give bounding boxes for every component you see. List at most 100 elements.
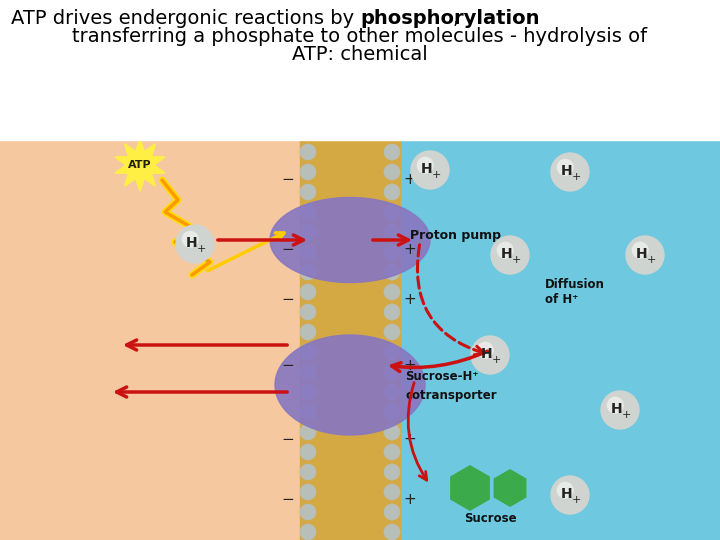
Text: +: + <box>404 172 416 187</box>
Circle shape <box>384 364 400 380</box>
Text: Sucrose: Sucrose <box>464 511 516 524</box>
Text: −: − <box>282 357 294 373</box>
Text: H: H <box>611 402 623 416</box>
Circle shape <box>491 236 529 274</box>
Text: +: + <box>571 172 581 182</box>
Circle shape <box>384 204 400 220</box>
Bar <box>400 140 720 540</box>
Text: +: + <box>491 355 500 365</box>
Text: ATP: ATP <box>128 160 152 170</box>
Circle shape <box>471 336 509 374</box>
Circle shape <box>300 484 316 500</box>
Circle shape <box>300 144 316 160</box>
Text: +: + <box>404 433 416 448</box>
Circle shape <box>300 424 316 440</box>
Circle shape <box>300 264 316 280</box>
Text: H: H <box>561 164 573 178</box>
Circle shape <box>607 397 624 414</box>
Text: H: H <box>481 347 492 361</box>
Circle shape <box>300 404 316 420</box>
Circle shape <box>384 264 400 280</box>
Text: +: + <box>511 255 521 265</box>
Text: +: + <box>647 255 656 265</box>
Circle shape <box>384 184 400 200</box>
Circle shape <box>181 231 199 248</box>
Circle shape <box>384 504 400 520</box>
Circle shape <box>557 482 574 499</box>
Circle shape <box>300 364 316 380</box>
Text: −: − <box>282 293 294 307</box>
Circle shape <box>384 304 400 320</box>
Circle shape <box>300 244 316 260</box>
Text: +: + <box>404 293 416 307</box>
Text: ATP: chemical: ATP: chemical <box>292 44 428 64</box>
Circle shape <box>384 284 400 300</box>
Circle shape <box>384 164 400 180</box>
Text: +: + <box>431 170 441 180</box>
Circle shape <box>384 404 400 420</box>
Circle shape <box>384 224 400 240</box>
Text: ATP drives endergonic reactions by: ATP drives endergonic reactions by <box>11 9 360 28</box>
Circle shape <box>384 424 400 440</box>
Text: Proton pump: Proton pump <box>410 228 501 241</box>
Text: −: − <box>282 172 294 187</box>
Circle shape <box>300 504 316 520</box>
Text: Diffusion
of H⁺: Diffusion of H⁺ <box>545 278 605 306</box>
Circle shape <box>300 324 316 340</box>
Bar <box>300 140 400 540</box>
Circle shape <box>384 464 400 480</box>
Circle shape <box>497 242 514 259</box>
Circle shape <box>551 476 589 514</box>
Text: −: − <box>282 492 294 508</box>
Text: +: + <box>404 242 416 258</box>
Text: cotransporter: cotransporter <box>405 388 497 402</box>
Polygon shape <box>115 139 165 191</box>
Ellipse shape <box>275 335 425 435</box>
Circle shape <box>631 242 649 259</box>
Circle shape <box>300 164 316 180</box>
Circle shape <box>384 384 400 400</box>
Circle shape <box>176 225 214 263</box>
Circle shape <box>417 157 433 174</box>
Text: H: H <box>186 236 198 250</box>
Circle shape <box>477 342 494 359</box>
Text: H: H <box>636 247 648 261</box>
Text: +: + <box>197 244 206 254</box>
Text: ,: , <box>453 9 459 28</box>
Circle shape <box>601 391 639 429</box>
Circle shape <box>300 524 316 540</box>
Bar <box>0 140 300 540</box>
Bar <box>0 0 720 140</box>
Circle shape <box>300 464 316 480</box>
Circle shape <box>384 484 400 500</box>
Text: +: + <box>571 495 581 505</box>
Circle shape <box>384 144 400 160</box>
Polygon shape <box>451 466 489 510</box>
Text: +: + <box>404 357 416 373</box>
Circle shape <box>384 524 400 540</box>
Circle shape <box>300 284 316 300</box>
Circle shape <box>300 304 316 320</box>
Circle shape <box>626 236 664 274</box>
Circle shape <box>384 324 400 340</box>
Circle shape <box>300 384 316 400</box>
Circle shape <box>300 224 316 240</box>
Circle shape <box>300 204 316 220</box>
Circle shape <box>551 153 589 191</box>
Circle shape <box>300 444 316 460</box>
Text: phosphorylation: phosphorylation <box>360 9 539 28</box>
Ellipse shape <box>270 198 430 282</box>
Text: H: H <box>501 247 513 261</box>
Text: −: − <box>282 433 294 448</box>
Text: Sucrose-H⁺: Sucrose-H⁺ <box>405 370 479 383</box>
Circle shape <box>384 444 400 460</box>
Text: H: H <box>561 487 573 501</box>
Circle shape <box>384 344 400 360</box>
Text: −: − <box>282 242 294 258</box>
Circle shape <box>384 244 400 260</box>
Text: +: + <box>404 492 416 508</box>
Text: transferring a phosphate to other molecules - hydrolysis of: transferring a phosphate to other molecu… <box>73 26 647 45</box>
Circle shape <box>300 184 316 200</box>
Circle shape <box>557 159 574 176</box>
Circle shape <box>411 151 449 189</box>
